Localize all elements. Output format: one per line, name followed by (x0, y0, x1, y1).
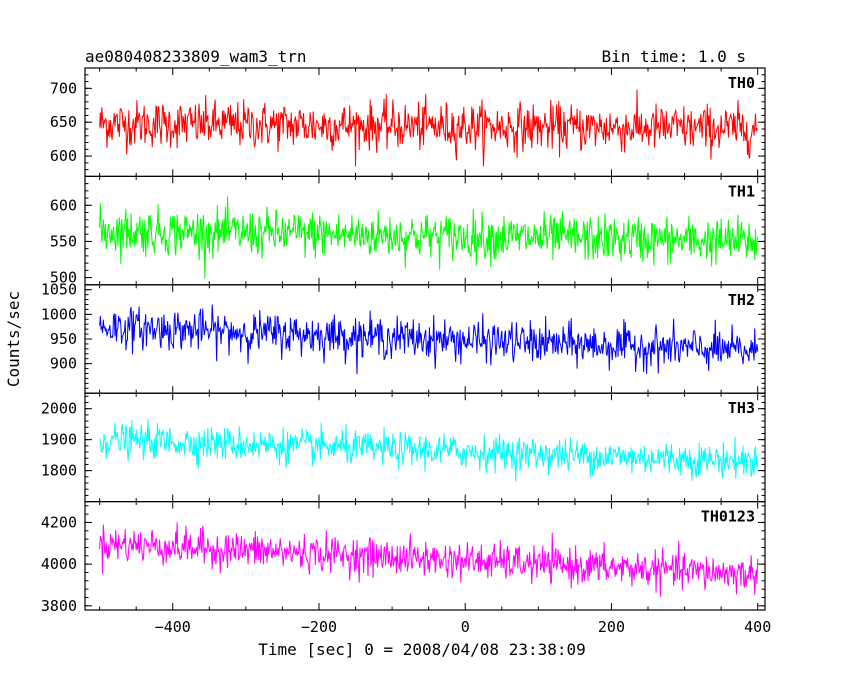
x-tick-label: 200 (598, 618, 625, 636)
series-line-th1 (99, 196, 759, 279)
x-tick-label: 400 (744, 618, 771, 636)
y-tick-label: 600 (50, 147, 77, 165)
y-tick-label: 550 (50, 232, 77, 250)
y-tick-label: 4000 (41, 555, 77, 573)
y-axis-label: Counts/sec (4, 291, 23, 387)
panel-label-th0123: TH0123 (701, 508, 755, 526)
panel-label-th2: TH2 (728, 291, 755, 309)
series-line-th0 (99, 89, 759, 167)
y-tick-label: 1900 (41, 431, 77, 449)
panel-label-th0: TH0 (728, 74, 755, 92)
y-tick-label: 600 (50, 196, 77, 214)
y-tick-label: 950 (50, 330, 77, 348)
panel-label-th1: TH1 (728, 182, 755, 200)
x-tick-label: −400 (155, 618, 191, 636)
y-tick-label: 1800 (41, 462, 77, 480)
series-line-th3 (99, 419, 759, 482)
x-tick-label: 0 (461, 618, 470, 636)
y-tick-label: 1050 (41, 281, 77, 299)
x-tick-label: −200 (301, 618, 337, 636)
x-axis-label: Time [sec] 0 = 2008/04/08 23:38:09 (258, 640, 586, 659)
y-tick-label: 650 (50, 113, 77, 131)
panel-label-th3: TH3 (728, 399, 755, 417)
series-line-th0123 (99, 522, 759, 597)
series-line-th2 (99, 304, 759, 375)
panels-group: 600 650 700 TH0 500 550 600 TH1 900 950 1000 1050 TH… (41, 67, 771, 636)
y-tick-label: 2000 (41, 400, 77, 418)
panel-frame (84, 392, 766, 503)
chart-title-right: Bin time: 1.0 s (602, 47, 747, 66)
y-tick-label: 500 (50, 269, 77, 287)
y-tick-label: 3800 (41, 597, 77, 615)
y-tick-label: 1000 (41, 305, 77, 323)
chart-title-left: ae080408233809_wam3_trn (85, 47, 307, 66)
y-tick-label: 900 (50, 355, 77, 373)
y-tick-label: 4200 (41, 513, 77, 531)
y-tick-label: 700 (50, 79, 77, 97)
